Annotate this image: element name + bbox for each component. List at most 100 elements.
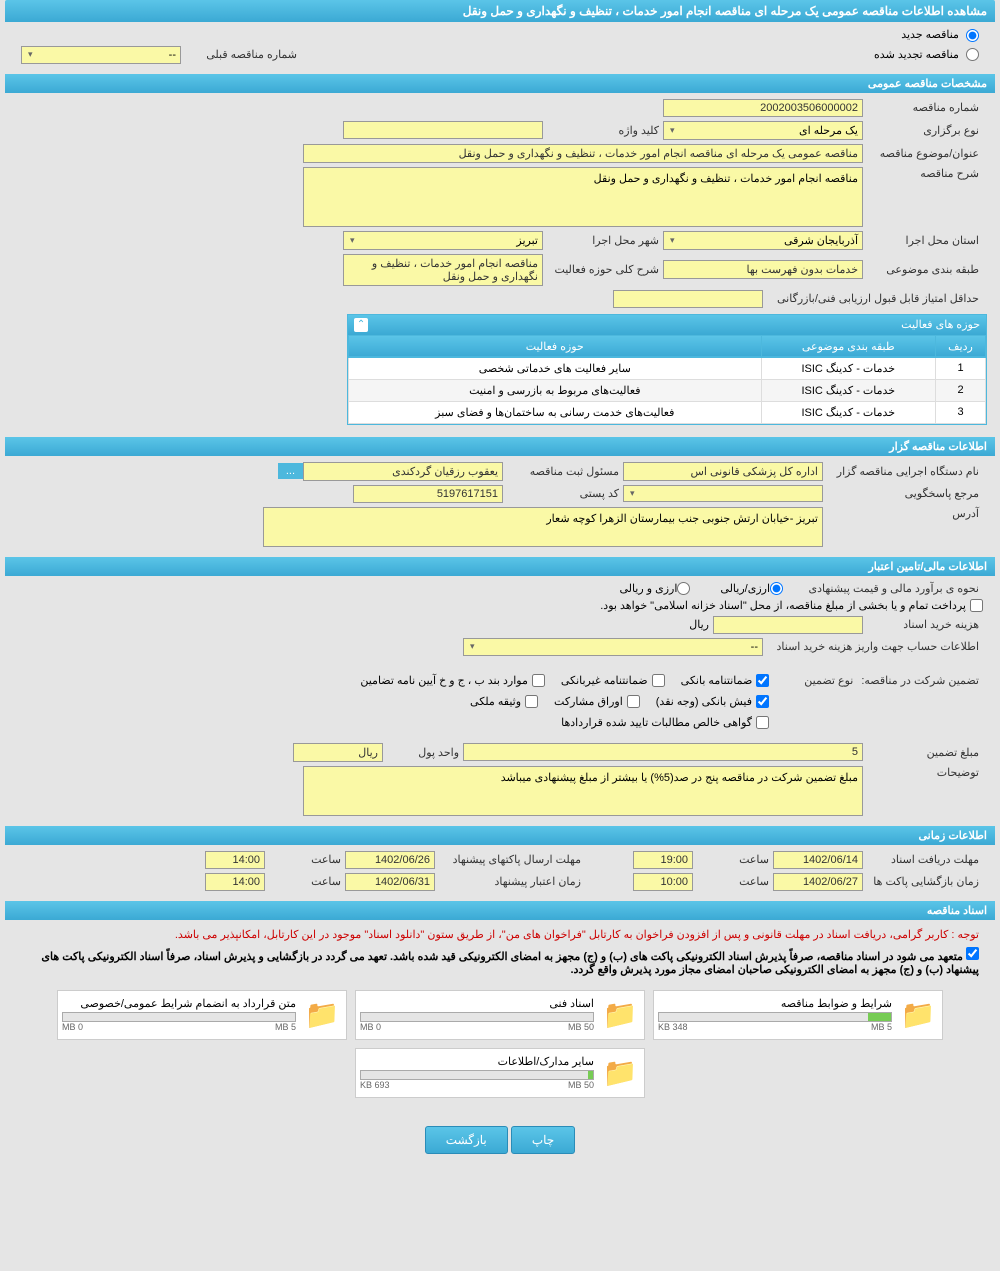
type-dropdown[interactable]: یک مرحله ای ▾ <box>663 121 863 140</box>
radio-arz-and-rial[interactable] <box>677 582 690 595</box>
cb-nonbank[interactable] <box>652 674 665 687</box>
cb-cash[interactable] <box>756 695 769 708</box>
province-dropdown[interactable]: آذربایجان شرقی ▾ <box>663 231 863 250</box>
cb-clauses[interactable] <box>532 674 545 687</box>
col-row: ردیف <box>936 335 986 357</box>
fee-label: هزینه خرید اسناد <box>863 618 983 631</box>
cb-securities[interactable] <box>627 695 640 708</box>
amount-unit-field: ریال <box>293 743 383 762</box>
folder-icon: 📁 <box>898 995 938 1035</box>
doc-card[interactable]: 📁سایر مدارک/اطلاعات50 MB693 KB <box>355 1048 645 1098</box>
col-scope: حوزه فعالیت <box>349 335 762 357</box>
folder-icon: 📁 <box>302 995 342 1035</box>
account-dropdown[interactable]: -- ▾ <box>463 638 763 656</box>
org-label: نام دستگاه اجرایی مناقصه گزار <box>823 465 983 478</box>
activities-table: ردیف طبقه بندی موضوعی حوزه فعالیت 1خدمات… <box>348 335 986 424</box>
section-docs: اسناد مناقصه <box>5 901 995 920</box>
g-clauses: موارد بند ب ، ج و خ آیین نامه تضامین <box>360 674 527 687</box>
radio-new-label: مناقصه جدید <box>901 29 959 41</box>
time-label-2: ساعت <box>693 875 773 888</box>
cb-receivables[interactable] <box>756 716 769 729</box>
chevron-down-icon: ▾ <box>670 125 675 136</box>
notes-label: توضیحات <box>863 766 983 779</box>
back-button[interactable]: بازگشت <box>425 1126 508 1154</box>
g-bank: ضمانتنامه بانکی <box>681 674 753 687</box>
subject-field: مناقصه عمومی یک مرحله ای مناقصه انجام ام… <box>303 144 863 163</box>
postal-field: 5197617151 <box>353 485 503 503</box>
table-row: 3خدمات - کدینگ ISICفعالیت‌های خدمت رسانی… <box>349 401 986 423</box>
chevron-down-icon: ▾ <box>350 235 355 246</box>
guarantee-label: تضمین شرکت در مناقصه: <box>857 674 983 687</box>
commitment-checkbox[interactable] <box>966 947 979 960</box>
islamic-treasury-checkbox[interactable] <box>970 599 983 612</box>
doc-deadline-date: 1402/06/14 <box>773 851 863 869</box>
activity-scope-label: شرح کلی حوزه فعالیت <box>543 263 663 276</box>
prev-number-dropdown[interactable]: -- ▾ <box>21 46 181 64</box>
city-label: شهر محل اجرا <box>543 234 663 247</box>
keyword-field[interactable] <box>343 121 543 139</box>
chevron-down-icon: ▾ <box>470 641 475 652</box>
address-textarea[interactable]: تبریز -خیابان ارتش جنوبی جنب بیمارستان ا… <box>263 507 823 547</box>
category-label: طبقه بندی موضوعی <box>863 263 983 276</box>
prev-number-value: -- <box>169 49 176 61</box>
type-label: نوع برگزاری <box>863 124 983 137</box>
doc-title: اسناد فنی <box>360 997 594 1010</box>
doc-title: شرایط و ضوابط مناقصه <box>658 997 892 1010</box>
doc-card[interactable]: 📁شرایط و ضوابط مناقصه5 MB348 KB <box>653 990 943 1040</box>
activities-panel-title: حوزه های فعالیت <box>901 318 980 331</box>
activity-scope-field: مناقصه انجام امور خدمات ، تنظیف و نگهدار… <box>343 254 543 286</box>
time-label-4: ساعت <box>265 875 345 888</box>
prev-number-label: شماره مناقصه قبلی <box>181 48 301 61</box>
desc-label: شرح مناقصه <box>863 167 983 180</box>
ref-dropdown[interactable]: ▾ <box>623 485 823 502</box>
g-nonbank: ضمانتنامه غیربانکی <box>561 674 648 687</box>
province-value: آذربایجان شرقی <box>784 234 858 247</box>
print-button[interactable]: چاپ <box>511 1126 575 1154</box>
table-row: 2خدمات - کدینگ ISICفعالیت‌های مربوط به ب… <box>349 379 986 401</box>
number-label: شماره مناقصه <box>863 101 983 114</box>
opt-arz-rial: ارزی/ریالی <box>720 582 770 595</box>
radio-renewed-label: مناقصه تجدید شده <box>874 49 959 61</box>
open-label: زمان بازگشایی پاکت ها <box>863 875 983 888</box>
amount-label: مبلغ تضمین <box>863 746 983 759</box>
section-holder: اطلاعات مناقصه گزار <box>5 437 995 456</box>
notes-textarea[interactable]: مبلغ تضمین شرکت در مناقصه پنج در صد(5%) … <box>303 766 863 816</box>
g-receivables: گواهی خالص مطالبات تایید شده قراردادها <box>561 716 752 729</box>
min-score-field[interactable] <box>613 290 763 308</box>
fee-field[interactable] <box>713 616 863 634</box>
keyword-label: کلید واژه <box>543 124 663 137</box>
amount-unit-label: واحد پول <box>383 746 463 759</box>
docs-note-1: توجه : کاربر گرامی، دریافت اسناد در مهلت… <box>13 924 987 945</box>
cb-bank[interactable] <box>756 674 769 687</box>
city-value: تبریز <box>516 234 538 247</box>
g-property: وثیقه ملکی <box>470 695 521 708</box>
doc-deadline-label: مهلت دریافت اسناد <box>863 853 983 866</box>
resp-label: مسئول ثبت مناقصه <box>503 465 623 478</box>
more-button[interactable]: ... <box>278 463 303 479</box>
ref-label: مرجع پاسخگویی <box>823 487 983 500</box>
radio-new-tender[interactable] <box>966 29 979 42</box>
postal-label: کد پستی <box>503 487 623 500</box>
doc-card[interactable]: 📁اسناد فنی50 MB0 MB <box>355 990 645 1040</box>
radio-renewed-tender[interactable] <box>966 48 979 61</box>
doc-card[interactable]: 📁متن قرارداد به انضمام شرایط عمومی/خصوصی… <box>57 990 347 1040</box>
open-time: 10:00 <box>633 873 693 891</box>
section-time: اطلاعات زمانی <box>5 826 995 845</box>
radio-arz-rial[interactable] <box>770 582 783 595</box>
city-dropdown[interactable]: تبریز ▾ <box>343 231 543 250</box>
packet-deadline-date: 1402/06/26 <box>345 851 435 869</box>
section-financial: اطلاعات مالی/تامین اعتبار <box>5 557 995 576</box>
desc-textarea[interactable]: مناقصه انجام امور خدمات ، تنظیف و نگهدار… <box>303 167 863 227</box>
validity-time: 14:00 <box>205 873 265 891</box>
validity-label: زمان اعتبار پیشنهاد <box>435 875 585 888</box>
account-value: -- <box>751 641 758 653</box>
g-securities: اوراق مشارکت <box>554 695 623 708</box>
amount-field[interactable]: 5 <box>463 743 863 761</box>
fee-unit: ریال <box>685 618 713 631</box>
cb-property[interactable] <box>525 695 538 708</box>
folder-icon: 📁 <box>600 995 640 1035</box>
time-label-3: ساعت <box>265 853 345 866</box>
chevron-down-icon: ▾ <box>28 49 33 60</box>
collapse-icon[interactable]: ⌃ <box>354 318 368 332</box>
table-row: 1خدمات - کدینگ ISICسایر فعالیت های خدمات… <box>349 357 986 379</box>
